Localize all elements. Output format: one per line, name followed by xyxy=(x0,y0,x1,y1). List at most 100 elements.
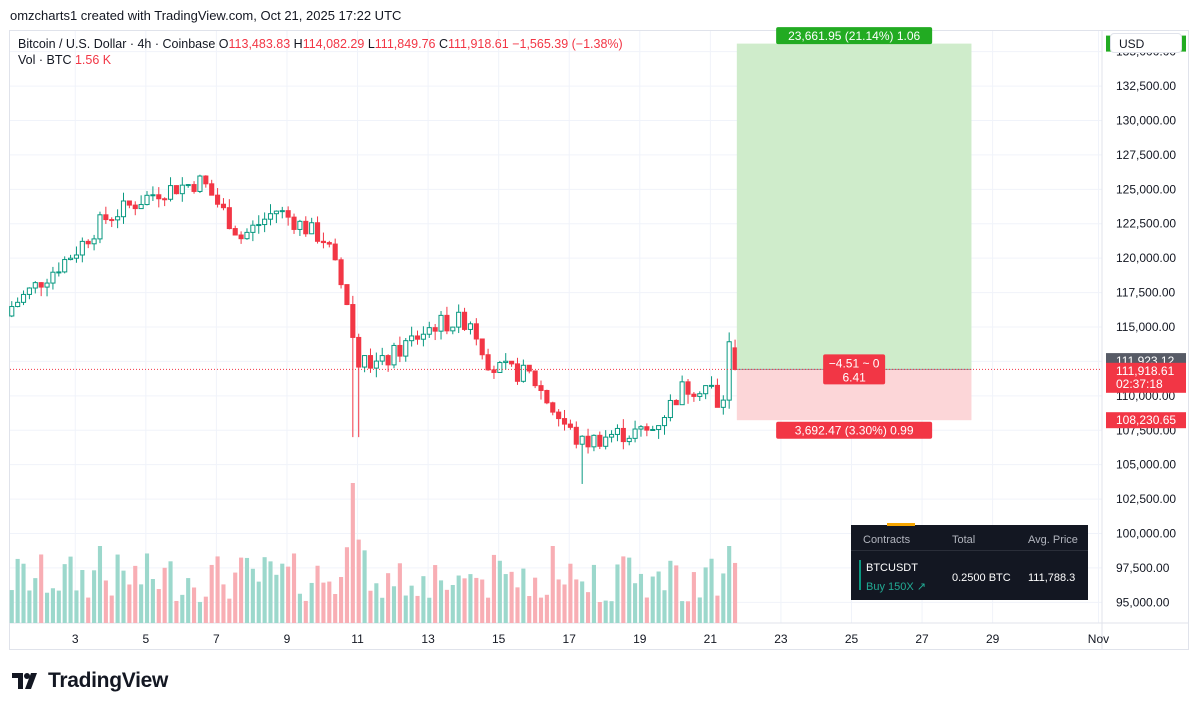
volume-bar xyxy=(585,592,591,623)
candle-body xyxy=(285,210,291,218)
candle-body xyxy=(220,203,227,209)
price-tick-label: 95,000.00 xyxy=(1116,595,1170,609)
tradingview-logo-icon xyxy=(12,673,37,689)
volume-value: 1.56 K xyxy=(74,53,112,67)
candle-body xyxy=(409,335,415,342)
candle-body xyxy=(185,184,191,187)
volume-bar xyxy=(109,595,114,623)
candle-body xyxy=(691,393,697,397)
candle-body xyxy=(573,426,579,445)
candle-body xyxy=(679,381,685,406)
volume-bar xyxy=(250,568,255,623)
chart-frame xyxy=(9,30,1189,650)
volume-bar xyxy=(297,593,302,623)
volume-bar xyxy=(444,589,449,623)
volume-bar xyxy=(362,550,367,623)
target-label-text: 23,661.95 (21.14%) 1.06 xyxy=(788,29,920,43)
volume-bar xyxy=(139,584,144,623)
volume-bar xyxy=(391,586,397,623)
stop-label-bg xyxy=(776,421,933,439)
volume-bar xyxy=(491,554,497,623)
time-tick-label: 3 xyxy=(72,632,79,646)
candle-body xyxy=(556,411,562,420)
volume-bar xyxy=(144,553,150,623)
high-value: 114,082.29 xyxy=(302,37,365,51)
volume-bar xyxy=(333,594,338,623)
volume-bar xyxy=(133,565,138,623)
candle-body xyxy=(644,426,650,431)
volume-bar xyxy=(691,572,696,623)
panel-header-contracts: Contracts xyxy=(863,534,911,546)
volume-bar xyxy=(568,563,573,623)
candle-body xyxy=(367,355,374,369)
volume-bar xyxy=(386,573,391,623)
candle-body xyxy=(273,210,279,215)
candle-body xyxy=(262,218,268,226)
candle-body xyxy=(250,224,256,233)
position-panel: Contracts Total Avg. Price BTCUSDT Buy 1… xyxy=(851,523,1088,600)
panel-side[interactable]: Buy 150X ↗ xyxy=(866,580,926,593)
price-tick-label: 105,000.00 xyxy=(1116,458,1176,472)
volume-bar xyxy=(291,553,297,623)
volume-bar xyxy=(115,554,120,623)
volume-bar xyxy=(633,583,638,623)
volume-bar xyxy=(44,592,50,623)
external-link-icon[interactable]: ↗ xyxy=(916,581,926,593)
volume-bar xyxy=(9,590,14,623)
candle-body xyxy=(356,336,362,368)
volume-bar xyxy=(197,601,202,623)
candle-body xyxy=(120,200,127,218)
volume-bar xyxy=(15,558,20,623)
volume-bar xyxy=(521,568,526,623)
volume-bar xyxy=(556,579,561,623)
volume-bar xyxy=(368,590,373,623)
volume-bar xyxy=(697,597,702,623)
volume-bar xyxy=(327,581,332,623)
candle-body xyxy=(91,238,97,245)
candle-body xyxy=(526,364,532,372)
candle-body xyxy=(291,216,297,230)
volume-bar xyxy=(709,558,714,623)
volume-bar xyxy=(456,575,461,623)
candle-body xyxy=(609,433,615,438)
volume-label: Vol · BTC xyxy=(18,53,72,67)
volume-bar xyxy=(62,564,67,623)
volume-bar xyxy=(80,570,85,623)
volume-bar xyxy=(538,597,544,623)
price-tick-label: 120,000.00 xyxy=(1116,251,1176,265)
volume-bar xyxy=(562,584,567,623)
candle-body xyxy=(708,384,715,387)
volume-bar xyxy=(721,573,726,623)
volume-bar xyxy=(438,580,444,623)
volume-bar xyxy=(50,588,55,623)
time-tick-label: 19 xyxy=(633,632,647,646)
price-tick-label: 102,500.00 xyxy=(1116,492,1176,506)
stop-price-tag: 108,230.65 xyxy=(1106,412,1186,429)
candle-body xyxy=(444,314,450,332)
target-zone xyxy=(736,43,972,370)
volume-bar xyxy=(574,579,579,623)
volume-bar xyxy=(685,601,691,623)
candles xyxy=(9,174,738,484)
volume-bar xyxy=(474,577,479,623)
candle-body xyxy=(20,293,27,303)
panel-accent xyxy=(887,523,915,526)
candle-body xyxy=(420,333,426,340)
volume-bar xyxy=(615,564,620,623)
candle-body xyxy=(97,214,103,240)
volume-bar xyxy=(527,596,532,623)
entry-label: −4.51 ~ 06.41 xyxy=(823,354,886,385)
candle-body xyxy=(550,402,556,413)
volume-bar xyxy=(74,590,79,623)
volume-bar xyxy=(215,556,220,623)
volume-bar xyxy=(680,601,685,623)
volume-bar xyxy=(674,565,679,623)
volume-bar xyxy=(356,539,361,623)
currency-selector[interactable]: USD xyxy=(1110,33,1182,53)
stop-price-tag-text: 108,230.65 xyxy=(1116,413,1176,427)
candle-body xyxy=(68,257,74,261)
time-tick-label: 5 xyxy=(142,632,149,646)
candle-body xyxy=(297,220,303,230)
stop-label: 3,692.47 (3.30%) 0.99 xyxy=(776,421,933,439)
